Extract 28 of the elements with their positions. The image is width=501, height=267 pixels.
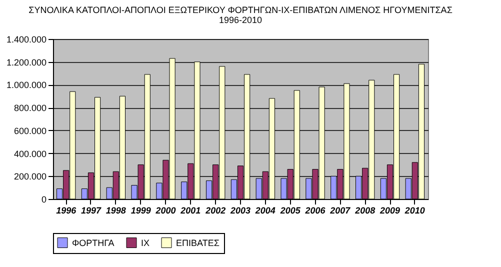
y-tick-label: 0 — [41, 194, 46, 204]
y-tick-label: 1.200.000 — [6, 57, 46, 68]
legend-label: ΕΠΙΒΑΤΕΣ — [176, 238, 220, 248]
x-tick-label: 1998 — [106, 206, 126, 216]
x-tick-label: 2004 — [254, 206, 276, 216]
x-tick-label: 2000 — [154, 206, 176, 216]
x-tick-label: 2001 — [180, 206, 201, 216]
x-tick-label: 2005 — [279, 206, 302, 216]
x-tick-label: 2008 — [354, 206, 376, 216]
y-tick-label: 400.000 — [14, 148, 46, 159]
legend-label: ΙΧ — [141, 238, 150, 248]
y-tick-label: 200.000 — [14, 172, 46, 182]
x-tick-label: 1997 — [80, 206, 102, 216]
x-tick-label: 2003 — [229, 206, 251, 216]
x-tick-label: 2002 — [204, 206, 226, 216]
x-tick-label: 2007 — [329, 206, 352, 216]
x-tick-label: 1999 — [130, 206, 151, 216]
y-tick-label: 1.400.000 — [6, 34, 46, 44]
x-tick-label: 2006 — [304, 206, 326, 216]
chart-subtitle: 1996-2010 — [218, 15, 262, 25]
chart-title: ΣΥΝΟΛΙΚΑ ΚΑΤΟΠΛΟΙ-ΑΠΟΠΛΟΙ ΕΞΩΤΕΡΙΚΟΥ ΦΟΡΤΗΓΩΝ-ΙΧ-ΕΠΙΒΑΤΩΝ ΛΙΜΕΝΟΣ ΗΓΟΥΜΕΝΙΤΣΑΣ — [28, 5, 453, 15]
x-tick-label: 2010 — [404, 206, 425, 216]
legend-label: ΦΟΡΤΗΓΑ — [72, 238, 114, 248]
y-tick-label: 800.000 — [14, 103, 46, 114]
x-tick-label: 2009 — [378, 206, 400, 216]
x-tick-label: 1996 — [56, 206, 78, 216]
y-tick-label: 1.000.000 — [6, 80, 46, 90]
y-tick-label: 600.000 — [14, 126, 46, 136]
